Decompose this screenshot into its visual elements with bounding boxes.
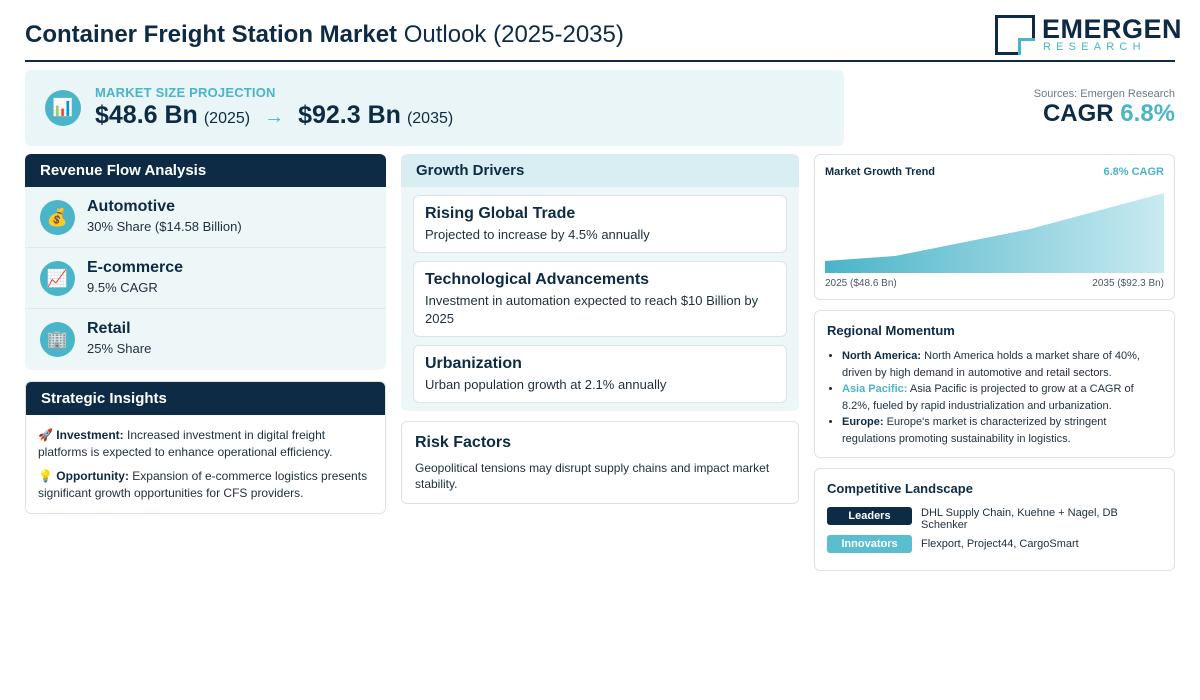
- page-title-rest: Outlook (2025-2035): [403, 21, 624, 48]
- light-bulb-icon: 💡: [38, 469, 53, 483]
- sources-note: Sources: Emergen Research: [1033, 88, 1175, 100]
- driver-title: Urbanization: [425, 355, 522, 372]
- region-text: North America holds a market share of 40…: [842, 350, 1140, 379]
- driver-text: Projected to increase by 4.5% annually: [425, 227, 650, 242]
- market-size-projection: 📊 MARKET SIZE PROJECTION $48.6 Bn (2025) →…: [25, 70, 844, 146]
- projection-label: MARKET SIZE PROJECTION: [95, 85, 276, 100]
- driver-text: Investment in automation expected to rea…: [425, 293, 759, 326]
- revenue-item-name: E-commerce: [87, 259, 184, 276]
- insight-label: Opportunity:: [56, 469, 129, 483]
- projection-end-year: (2035): [406, 110, 454, 127]
- revenue-item-detail: 9.5% CAGR: [87, 280, 158, 295]
- logo-mark-icon: [995, 15, 1035, 55]
- competitive-landscape-title: Competitive Landscape: [827, 481, 973, 496]
- page-header: Container Freight Station Market Outlook…: [25, 12, 1182, 62]
- page-title: Container Freight Station Market Outlook…: [25, 21, 624, 49]
- insight-opportunity: 💡 Opportunity: Expansion of e-commerce l…: [38, 468, 373, 502]
- revenue-item-retail: 🏢 Retail 25% Share: [25, 309, 386, 370]
- risk-factors-card: Risk Factors Geopolitical tensions may d…: [401, 421, 799, 504]
- trend-start-label: 2025 ($48.6 Bn): [825, 278, 897, 289]
- region-text: Asia Pacific is projected to grow at a C…: [842, 383, 1134, 412]
- innovators-badge: Innovators: [827, 535, 912, 553]
- regional-momentum-card: Regional Momentum North America: North A…: [814, 310, 1175, 458]
- region-name: Europe:: [842, 416, 884, 428]
- region-asia-pacific: Asia Pacific: Asia Pacific is projected …: [842, 381, 1162, 414]
- projection-start-value: $48.6 Bn: [95, 101, 198, 129]
- revenue-item-name: Automotive: [87, 198, 175, 215]
- cagr-summary: CAGR 6.8%: [1043, 100, 1175, 128]
- competitive-landscape-card: Competitive Landscape Leaders DHL Supply…: [814, 468, 1175, 571]
- insight-investment: 🚀 Investment: Increased investment in di…: [38, 427, 373, 461]
- driver-technological-advancements: Technological Advancements Investment in…: [413, 261, 787, 337]
- revenue-flow-title: Revenue Flow Analysis: [25, 154, 386, 187]
- region-europe: Europe: Europe's market is characterized…: [842, 414, 1162, 447]
- region-name: Asia Pacific:: [842, 383, 908, 395]
- revenue-item-ecommerce: 📈 E-commerce 9.5% CAGR: [25, 248, 386, 309]
- strategic-insights-card: Strategic Insights 🚀 Investment: Increas…: [25, 381, 386, 514]
- revenue-flow-card: Revenue Flow Analysis 💰 Automotive 30% S…: [25, 154, 386, 370]
- risk-factors-text: Geopolitical tensions may disrupt supply…: [415, 461, 770, 491]
- rocket-icon: 🚀: [38, 428, 53, 442]
- money-bag-icon: 💰: [40, 200, 75, 235]
- cagr-value: 6.8%: [1120, 100, 1175, 127]
- logo-subtitle: RESEARCH: [1043, 41, 1146, 53]
- bar-chart-icon: 📊: [45, 90, 81, 126]
- trend-area: [825, 193, 1164, 273]
- region-north-america: North America: North America holds a mar…: [842, 348, 1162, 381]
- office-building-icon: 🏢: [40, 322, 75, 357]
- driver-text: Urban population growth at 2.1% annually: [425, 377, 667, 392]
- page-title-bold: Container Freight Station Market: [25, 21, 398, 48]
- driver-urbanization: Urbanization Urban population growth at …: [413, 345, 787, 403]
- insight-text: Expansion of e-commerce logistics presen…: [38, 469, 368, 500]
- driver-rising-global-trade: Rising Global Trade Projected to increas…: [413, 195, 787, 253]
- insight-text: Increased investment in digital freight …: [38, 428, 333, 459]
- logo-wordmark: EMERGEN: [1042, 14, 1183, 44]
- projection-start-year: (2025): [203, 110, 251, 127]
- trend-end-label: 2035 ($92.3 Bn): [1092, 278, 1164, 289]
- projection-values: $48.6 Bn (2025) → $92.3 Bn (2035): [95, 101, 453, 130]
- growth-drivers-card: Growth Drivers Rising Global Trade Proje…: [401, 154, 799, 411]
- region-text: Europe's market is characterized by stri…: [842, 416, 1107, 445]
- revenue-item-detail: 30% Share ($14.58 Billion): [87, 219, 242, 234]
- chart-increasing-icon: 📈: [40, 261, 75, 296]
- competitive-row-text: Flexport, Project44, CargoSmart: [921, 538, 1079, 550]
- market-growth-trend-card: Market Growth Trend 6.8% CAGR 2025 ($48.…: [814, 154, 1175, 300]
- risk-factors-title: Risk Factors: [415, 434, 512, 451]
- trend-title: Market Growth Trend: [825, 166, 936, 178]
- leaders-badge: Leaders: [827, 507, 912, 525]
- growth-drivers-title: Growth Drivers: [401, 154, 799, 187]
- trend-cagr: 6.8% CAGR: [1103, 166, 1164, 178]
- competitive-row-text: DHL Supply Chain, Kuehne + Nagel, DB Sch…: [921, 507, 1118, 531]
- cagr-label: CAGR: [1042, 100, 1114, 127]
- revenue-item-name: Retail: [87, 320, 131, 337]
- trend-area-chart: [825, 193, 1164, 273]
- driver-title: Rising Global Trade: [425, 205, 576, 222]
- projection-end-value: $92.3 Bn: [298, 101, 401, 129]
- regional-momentum-title: Regional Momentum: [827, 323, 955, 338]
- insight-label: Investment:: [56, 428, 124, 442]
- region-name: North America:: [842, 350, 922, 362]
- driver-title: Technological Advancements: [425, 271, 650, 288]
- revenue-item-automotive: 💰 Automotive 30% Share ($14.58 Billion): [25, 187, 386, 248]
- emergen-logo: EMERGEN RESEARCH: [995, 14, 1182, 56]
- arrow-right-icon: →: [264, 106, 285, 128]
- revenue-item-detail: 25% Share: [87, 341, 152, 356]
- strategic-insights-title: Strategic Insights: [26, 382, 385, 415]
